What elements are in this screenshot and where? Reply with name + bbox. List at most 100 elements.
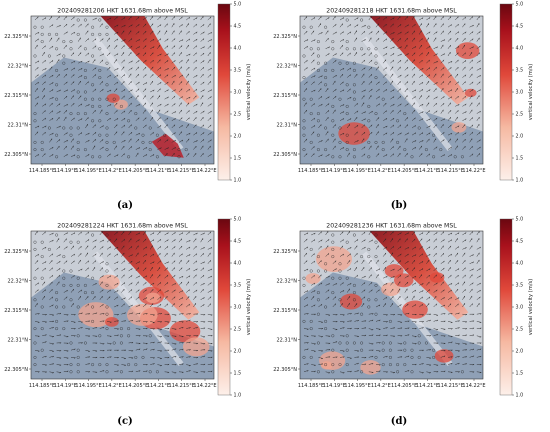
wind-arrow [200,253,204,257]
calm-marker [302,126,306,130]
wind-arrow [354,17,359,21]
x-tick-label: 114.21°E [416,383,439,389]
calm-marker [439,148,443,152]
wind-arrow [164,303,168,308]
x-tick-label: 114.2°E [102,383,122,389]
wind-arrow [171,289,176,293]
calm-marker [345,363,349,367]
wind-arrow [142,66,147,71]
wind-arrow [178,45,183,49]
wind-arrow [63,357,69,359]
wind-arrow [150,89,155,93]
wind-arrow-head [80,132,83,135]
wind-arrow [332,53,337,57]
wind-arrow-head [145,335,148,337]
wind-arrow-head [138,239,140,241]
wind-arrow [78,268,83,272]
wind-arrow [347,24,351,28]
wind-arrow-head [479,132,481,134]
colorbar-label: vertical velocity (m/s) [528,279,534,335]
wind-arrow [135,261,140,264]
wind-arrow [462,118,467,121]
wind-arrow [85,117,89,121]
wind-arrow [157,139,161,143]
wind-arrow [92,239,97,243]
wind-arrow [447,259,451,264]
wind-arrow-head [378,81,380,84]
wind-arrow [171,74,176,78]
wind-arrow [157,95,161,100]
calm-marker [403,341,407,345]
wind-arrow-head [203,31,205,34]
wind-arrow [178,109,182,114]
wind-arrow [121,364,126,366]
wind-arrow-head [203,132,205,134]
wind-arrow [462,44,465,49]
colorbar [499,3,513,181]
calm-marker [302,54,306,58]
calm-marker [309,269,313,273]
colorbar-tick-label: 1.0 [516,178,524,184]
wind-arrow-head [81,118,83,121]
wind-arrow [49,327,54,329]
y-tick-label: 22.32°N [7,63,28,69]
wind-arrow-head [342,17,344,20]
wind-arrow [157,30,161,35]
wind-arrow [49,24,54,28]
calm-marker [324,76,328,80]
wind-arrow [390,246,394,250]
calm-marker [33,240,37,244]
panel-title: 202409281224 HKT 1631.68m above MSL [57,223,188,230]
wind-arrow-head [306,39,309,41]
wind-arrow-head [117,357,119,359]
wind-arrow [332,145,336,150]
wind-arrow-head [109,246,111,249]
calm-marker [396,140,400,144]
wind-arrow [303,348,309,351]
calm-marker [127,363,131,367]
calm-marker [91,319,95,323]
wind-arrow-head [415,363,417,366]
calm-marker [388,341,392,345]
wind-arrow-head [421,82,424,84]
wind-arrow-head [436,342,439,344]
wind-arrow [186,124,189,129]
calm-marker [424,341,428,345]
wind-arrow [70,145,74,150]
wind-arrow-head [414,304,416,306]
wind-arrow [332,341,338,344]
wind-arrow [433,282,438,286]
wind-arrow-head [364,246,366,249]
wind-arrow-head [131,60,133,63]
wind-arrow [128,254,133,257]
wind-arrow [383,238,387,243]
axes-frame [30,15,215,165]
calm-marker [316,291,320,295]
wind-arrow-head [429,17,431,19]
wind-arrow-head [117,314,119,316]
wind-arrow [476,102,480,107]
wind-arrow-head [386,321,388,323]
calm-marker [98,18,102,22]
wind-arrow-head [196,38,198,41]
wind-arrow-head [443,39,446,42]
wind-arrow [311,59,315,64]
wind-arrow-head [138,117,140,120]
wind-arrow-head [116,275,118,277]
wind-arrow [433,110,438,114]
calm-marker [345,47,349,51]
wind-arrow [135,52,140,57]
wind-arrow [157,282,161,286]
wind-arrow [462,66,466,71]
wind-arrow [200,73,204,78]
calm-marker [338,155,342,159]
wind-arrow [368,355,374,358]
wind-arrow [375,370,381,373]
wind-arrow [347,303,350,308]
wind-arrow [142,154,147,157]
wind-arrow-head [131,304,133,307]
wind-arrow-head [414,147,416,149]
wind-arrow [34,253,39,257]
wind-arrow [426,23,429,28]
wind-arrow [447,289,452,293]
